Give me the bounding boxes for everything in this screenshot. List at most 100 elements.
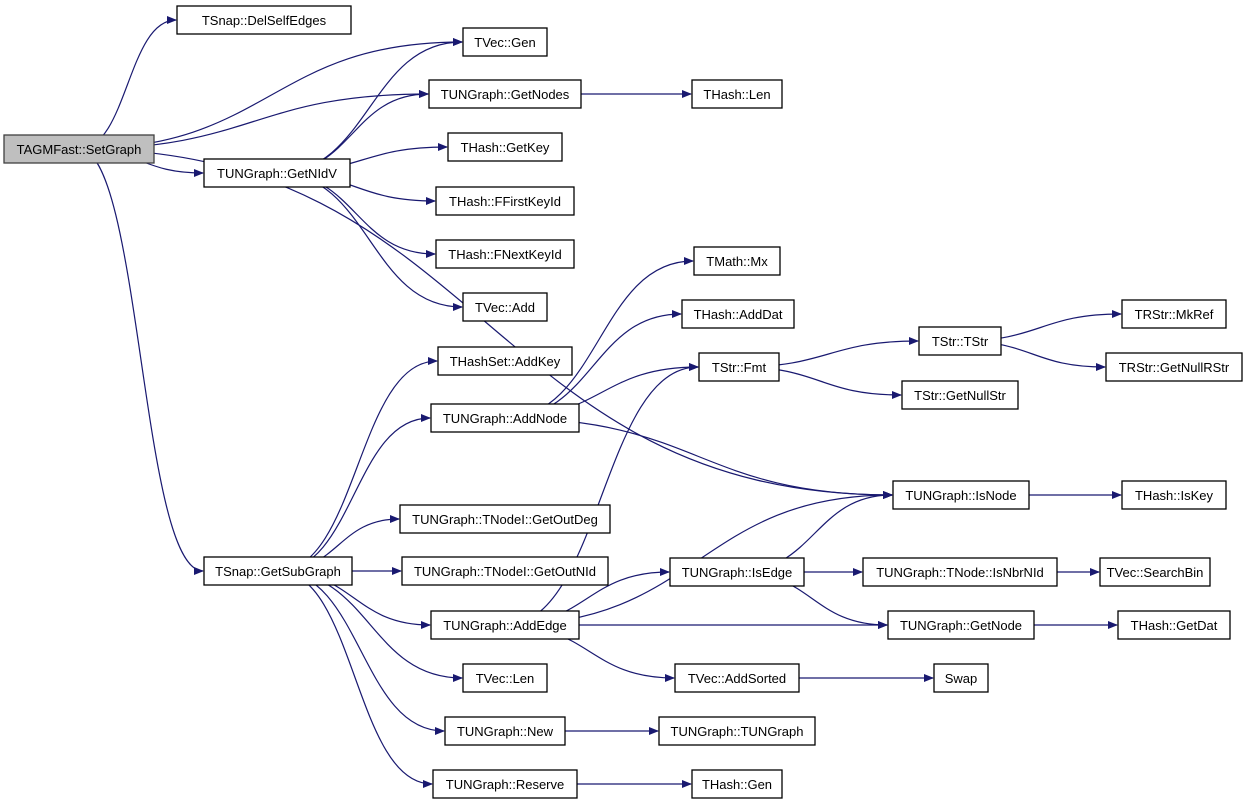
node-mkref[interactable]: TRStr::MkRef <box>1121 299 1227 329</box>
edge-getsubgraph-to-addkey <box>277 357 438 572</box>
node-label: TUNGraph::GetNodes <box>441 87 570 102</box>
node-adddat[interactable]: THash::AddDat <box>681 299 795 329</box>
node-box <box>447 132 563 162</box>
node-swap[interactable]: Swap <box>933 663 989 693</box>
node-box <box>430 403 580 433</box>
node-label: TUNGraph::GetNode <box>900 618 1022 633</box>
node-box <box>1117 610 1231 640</box>
node-box <box>176 5 352 35</box>
node-setgraph[interactable]: TAGMFast::SetGraph <box>3 134 155 164</box>
node-searchbin[interactable]: TVec::SearchBin <box>1099 557 1211 587</box>
node-getnodes[interactable]: TUNGraph::GetNodes <box>428 79 582 109</box>
node-fnextkeyid[interactable]: THash::FNextKeyId <box>435 239 575 269</box>
node-addedge[interactable]: TUNGraph::AddEdge <box>430 610 580 640</box>
node-label: TVec::SearchBin <box>1107 565 1204 580</box>
node-label: TMath::Mx <box>706 254 768 269</box>
node-getsubgraph[interactable]: TSnap::GetSubGraph <box>203 556 353 586</box>
node-label: THash::AddDat <box>694 307 783 322</box>
node-box <box>681 299 795 329</box>
node-label: THash::Len <box>703 87 770 102</box>
node-mx[interactable]: TMath::Mx <box>693 246 781 276</box>
node-thashgen[interactable]: THash::Gen <box>691 769 783 799</box>
node-box <box>462 27 548 57</box>
node-box <box>437 346 573 376</box>
node-isedge[interactable]: TUNGraph::IsEdge <box>669 557 805 587</box>
edge-getnidv-to-tvecadd <box>276 172 463 311</box>
node-tstr[interactable]: TStr::TStr <box>918 326 1002 356</box>
node-box <box>1105 352 1243 382</box>
node-box <box>669 557 805 587</box>
node-label: TVec::Add <box>475 300 535 315</box>
node-label: TUNGraph::New <box>457 724 554 739</box>
node-label: TVec::Len <box>476 671 535 686</box>
node-label: TStr::Fmt <box>712 360 767 375</box>
node-label: THash::IsKey <box>1135 488 1214 503</box>
node-getnidv[interactable]: TUNGraph::GetNIdV <box>203 158 351 188</box>
node-box <box>203 158 351 188</box>
node-box <box>892 480 1030 510</box>
node-label: TUNGraph::IsEdge <box>682 565 793 580</box>
node-label: THashSet::AddKey <box>450 354 561 369</box>
node-box <box>462 663 548 693</box>
node-box <box>428 79 582 109</box>
node-box <box>203 556 353 586</box>
edge-getsubgraph-to-new <box>277 570 445 735</box>
node-box <box>399 504 611 534</box>
node-label: TAGMFast::SetGraph <box>17 142 142 157</box>
node-label: TUNGraph::TNodeI::GetOutDeg <box>412 512 598 527</box>
node-label: TUNGraph::TUNGraph <box>671 724 804 739</box>
node-box <box>901 380 1019 410</box>
node-label: TStr::TStr <box>932 334 989 349</box>
node-tvecgen[interactable]: TVec::Gen <box>462 27 548 57</box>
node-box <box>691 79 783 109</box>
node-addsorted[interactable]: TVec::AddSorted <box>674 663 800 693</box>
node-addnode[interactable]: TUNGraph::AddNode <box>430 403 580 433</box>
node-tvecadd[interactable]: TVec::Add <box>462 292 548 322</box>
node-label: TUNGraph::AddEdge <box>443 618 567 633</box>
node-label: TVec::AddSorted <box>688 671 786 686</box>
node-getdat[interactable]: THash::GetDat <box>1117 610 1231 640</box>
node-label: TUNGraph::TNode::IsNbrNId <box>876 565 1044 580</box>
node-tungraph[interactable]: TUNGraph::TUNGraph <box>658 716 816 746</box>
node-box <box>693 246 781 276</box>
node-thashlen[interactable]: THash::Len <box>691 79 783 109</box>
node-ffirstkeyid[interactable]: THash::FFirstKeyId <box>435 186 575 216</box>
node-getnullstr[interactable]: TStr::GetNullStr <box>901 380 1019 410</box>
node-new[interactable]: TUNGraph::New <box>444 716 566 746</box>
node-label: TVec::Gen <box>474 35 535 50</box>
node-box <box>658 716 816 746</box>
node-isnbrnid[interactable]: TUNGraph::TNode::IsNbrNId <box>862 557 1058 587</box>
node-delselfedges[interactable]: TSnap::DelSelfEdges <box>176 5 352 35</box>
node-getoutdeg[interactable]: TUNGraph::TNodeI::GetOutDeg <box>399 504 611 534</box>
node-getnullrstr[interactable]: TRStr::GetNullRStr <box>1105 352 1243 382</box>
node-label: TUNGraph::Reserve <box>446 777 564 792</box>
nodes-layer: TAGMFast::SetGraph TSnap::DelSelfEdgesTVe… <box>3 5 1243 799</box>
node-label: TUNGraph::AddNode <box>443 411 567 426</box>
node-box <box>1099 557 1211 587</box>
node-box <box>933 663 989 693</box>
node-label: THash::GetDat <box>1131 618 1218 633</box>
node-box <box>430 610 580 640</box>
node-tveclen[interactable]: TVec::Len <box>462 663 548 693</box>
node-box <box>432 769 578 799</box>
node-label: TStr::GetNullStr <box>914 388 1006 403</box>
edge-setgraph-to-delselfedges <box>78 16 177 150</box>
node-label: TSnap::DelSelfEdges <box>202 13 327 28</box>
node-getnode[interactable]: TUNGraph::GetNode <box>887 610 1035 640</box>
node-iskey[interactable]: THash::IsKey <box>1121 480 1227 510</box>
node-box <box>1121 480 1227 510</box>
node-reserve[interactable]: TUNGraph::Reserve <box>432 769 578 799</box>
node-box <box>862 557 1058 587</box>
node-getoutnid[interactable]: TUNGraph::TNodeI::GetOutNId <box>401 556 609 586</box>
node-label: TRStr::GetNullRStr <box>1119 360 1230 375</box>
node-label: TUNGraph::TNodeI::GetOutNId <box>414 564 596 579</box>
node-label: THash::Gen <box>702 777 772 792</box>
node-isnode[interactable]: TUNGraph::IsNode <box>892 480 1030 510</box>
node-fmt[interactable]: TStr::Fmt <box>698 352 780 382</box>
node-addkey[interactable]: THashSet::AddKey <box>437 346 573 376</box>
node-box <box>674 663 800 693</box>
node-box <box>444 716 566 746</box>
node-box <box>3 134 155 164</box>
node-getkey[interactable]: THash::GetKey <box>447 132 563 162</box>
